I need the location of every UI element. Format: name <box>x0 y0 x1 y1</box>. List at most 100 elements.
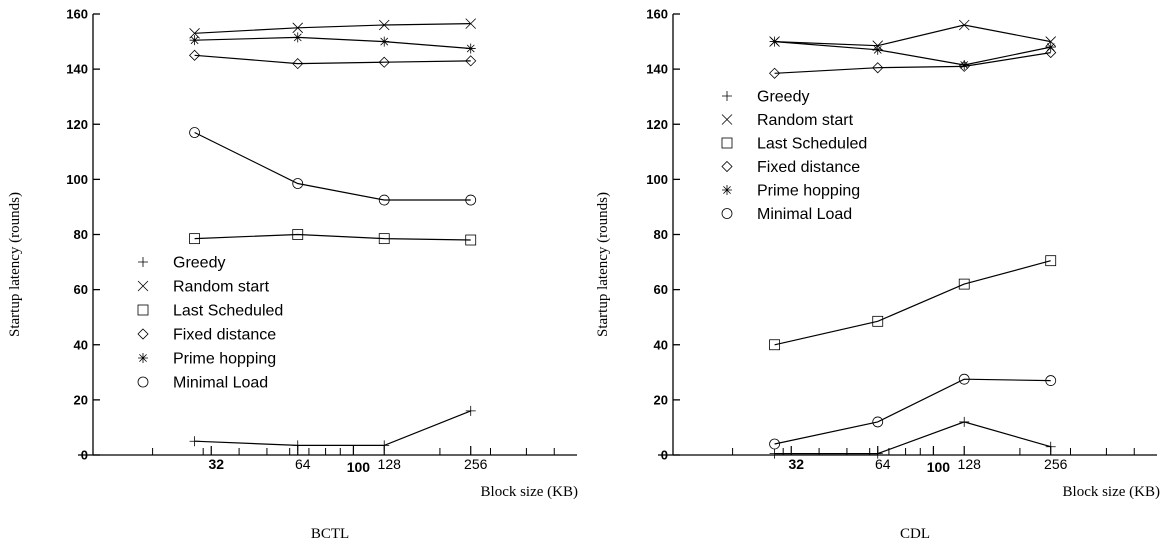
legend-item-random-start: Random start <box>137 279 270 296</box>
data-point-plus-0 <box>769 448 780 459</box>
series-line <box>194 131 471 201</box>
data-point-circle-3 <box>465 194 477 206</box>
x-axis-label: Block size (KB) <box>481 484 578 500</box>
data-point-asterisk-0 <box>769 36 780 47</box>
data-point-square-1 <box>292 229 304 240</box>
legend-marker-x <box>137 280 149 292</box>
data-point-diamond-0 <box>769 67 781 79</box>
y-tick-label-160: 160 <box>646 7 668 22</box>
series-prime-hopping <box>769 36 1056 70</box>
legend-item-random-start: Random start <box>721 112 854 129</box>
y-tick-label-60: 60 <box>654 282 668 297</box>
series-line <box>194 36 471 50</box>
data-point-square-2 <box>958 278 970 290</box>
data-point-square-3 <box>465 234 477 246</box>
legend-label: Last Scheduled <box>173 303 283 320</box>
legend-item-last-scheduled: Last Scheduled <box>137 303 283 320</box>
data-point-x-3 <box>1045 36 1057 47</box>
legend-marker-square <box>137 304 149 316</box>
x-tick-label-64: 64 <box>295 456 311 472</box>
series-line <box>194 410 471 446</box>
y-tick-label-20: 20 <box>74 392 88 407</box>
series-fixed-distance <box>769 47 1057 79</box>
series-greedy <box>769 416 1056 459</box>
series-line <box>194 233 471 241</box>
legend-item-greedy: Greedy <box>138 255 225 272</box>
series-last-scheduled <box>189 229 477 246</box>
legend-marker-x <box>721 114 733 125</box>
data-point-asterisk-1 <box>292 32 303 43</box>
series-minimal-load <box>769 373 1057 450</box>
y-axis-label: Startup latency (rounds) <box>7 192 23 337</box>
data-point-plus-1 <box>872 448 883 459</box>
data-point-circle-0 <box>189 127 200 138</box>
legend-item-fixed-distance: Fixed distance <box>137 327 276 344</box>
y-axis-label: Startup latency (rounds) <box>595 192 611 337</box>
legend-label: Prime hopping <box>173 351 276 368</box>
x-tick-label-100: 100 <box>927 459 951 475</box>
series-minimal-load <box>189 127 477 206</box>
legend-item-minimal-load: Minimal Load <box>721 206 852 223</box>
data-point-circle-3 <box>1045 375 1057 386</box>
chart-panel-cdl: 0 20 40 60 80 100 120 140 160 32 64 100 128 256 Startu… <box>595 7 1160 543</box>
data-point-diamond-0 <box>189 49 201 61</box>
series-last-scheduled <box>769 255 1057 351</box>
series-line <box>774 421 1051 455</box>
legend-label: Minimal Load <box>173 375 268 392</box>
series-fixed-distance <box>189 49 477 70</box>
x-tick-label-64: 64 <box>875 456 891 472</box>
legend-label: Greedy <box>173 255 225 272</box>
legend-label: Prime hopping <box>757 183 860 200</box>
y-tick-label-100: 100 <box>66 172 88 187</box>
y-tick-label-40: 40 <box>654 337 668 352</box>
series-line <box>774 260 1051 346</box>
legend-marker-asterisk <box>138 353 148 363</box>
legend-item-prime-hopping: Prime hopping <box>722 183 860 200</box>
data-point-plus-1 <box>292 440 303 451</box>
series-prime-hopping <box>189 32 476 54</box>
series-line <box>774 378 1051 445</box>
x-tick-label-32: 32 <box>208 456 224 472</box>
data-point-circle-1 <box>872 416 884 428</box>
y-tick-label-80: 80 <box>74 227 88 242</box>
series-line <box>194 54 471 65</box>
y-tick-label-140: 140 <box>646 62 668 77</box>
x-tick-label-256: 256 <box>1044 456 1068 472</box>
x-tick-label-128: 128 <box>378 456 402 472</box>
y-tick-label-140: 140 <box>66 62 88 77</box>
legend-item-last-scheduled: Last Scheduled <box>721 136 867 153</box>
data-point-diamond-1 <box>292 58 304 70</box>
x-tick-label-128: 128 <box>958 456 982 472</box>
y-tick-label-100: 100 <box>646 172 668 187</box>
series-random-start <box>189 18 477 39</box>
series-line <box>194 23 471 34</box>
data-point-plus-2 <box>959 416 970 427</box>
legend-item-prime-hopping: Prime hopping <box>138 351 276 368</box>
x-tick-label-256: 256 <box>464 456 488 472</box>
data-point-plus-3 <box>465 405 476 416</box>
legend-marker-square <box>721 137 733 149</box>
series-line <box>774 24 1051 47</box>
data-point-diamond-3 <box>465 55 477 67</box>
legend-marker-asterisk <box>722 185 732 195</box>
data-point-circle-2 <box>958 373 970 385</box>
data-point-diamond-1 <box>872 62 884 74</box>
x-tick-label-100: 100 <box>347 459 371 475</box>
series-line <box>774 52 1051 74</box>
legend-marker-plus <box>138 257 148 267</box>
legend-marker-diamond <box>721 160 733 173</box>
data-point-asterisk-2 <box>379 36 390 47</box>
data-point-asterisk-2 <box>959 59 970 70</box>
legend-label: Fixed distance <box>757 159 860 176</box>
data-point-circle-1 <box>292 178 304 189</box>
data-point-square-0 <box>189 233 200 245</box>
y-tick-label-120: 120 <box>646 117 668 132</box>
data-point-square-3 <box>1045 255 1057 267</box>
data-point-asterisk-3 <box>1045 42 1056 53</box>
data-point-circle-0 <box>769 438 780 450</box>
legend-label: Greedy <box>757 89 809 106</box>
data-point-x-2 <box>958 19 970 31</box>
data-point-asterisk-0 <box>189 35 200 46</box>
legend-label: Random start <box>757 112 854 129</box>
